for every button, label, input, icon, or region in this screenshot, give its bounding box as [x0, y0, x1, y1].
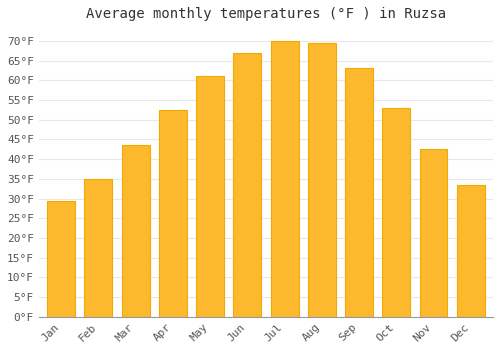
Bar — [420, 149, 448, 317]
Bar — [234, 53, 262, 317]
Bar — [196, 76, 224, 317]
Bar — [308, 43, 336, 317]
Bar — [457, 185, 484, 317]
Bar — [159, 110, 187, 317]
Bar — [47, 201, 75, 317]
Bar — [382, 108, 410, 317]
Bar — [345, 69, 373, 317]
Bar — [122, 145, 150, 317]
Title: Average monthly temperatures (°F ) in Ruzsa: Average monthly temperatures (°F ) in Ru… — [86, 7, 446, 21]
Bar — [270, 41, 298, 317]
Bar — [84, 179, 112, 317]
